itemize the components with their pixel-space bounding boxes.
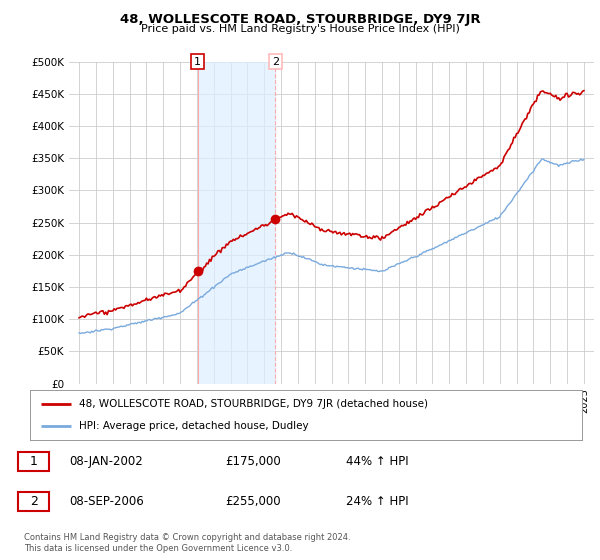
Text: 2: 2 — [29, 495, 38, 508]
Text: 1: 1 — [29, 455, 38, 468]
Text: HPI: Average price, detached house, Dudley: HPI: Average price, detached house, Dudl… — [79, 421, 308, 431]
Text: £255,000: £255,000 — [225, 495, 281, 508]
FancyBboxPatch shape — [18, 492, 49, 511]
Text: Price paid vs. HM Land Registry's House Price Index (HPI): Price paid vs. HM Land Registry's House … — [140, 24, 460, 34]
Bar — [198, 62, 275, 384]
Text: 24% ↑ HPI: 24% ↑ HPI — [346, 495, 409, 508]
Text: 48, WOLLESCOTE ROAD, STOURBRIDGE, DY9 7JR (detached house): 48, WOLLESCOTE ROAD, STOURBRIDGE, DY9 7J… — [79, 399, 428, 409]
Text: 08-JAN-2002: 08-JAN-2002 — [70, 455, 143, 468]
Text: 1: 1 — [194, 57, 201, 67]
Text: 2: 2 — [272, 57, 279, 67]
FancyBboxPatch shape — [18, 452, 49, 471]
Text: 44% ↑ HPI: 44% ↑ HPI — [346, 455, 409, 468]
Text: 08-SEP-2006: 08-SEP-2006 — [70, 495, 145, 508]
Text: Contains HM Land Registry data © Crown copyright and database right 2024.
This d: Contains HM Land Registry data © Crown c… — [24, 533, 350, 553]
Text: 48, WOLLESCOTE ROAD, STOURBRIDGE, DY9 7JR: 48, WOLLESCOTE ROAD, STOURBRIDGE, DY9 7J… — [119, 13, 481, 26]
Text: £175,000: £175,000 — [225, 455, 281, 468]
